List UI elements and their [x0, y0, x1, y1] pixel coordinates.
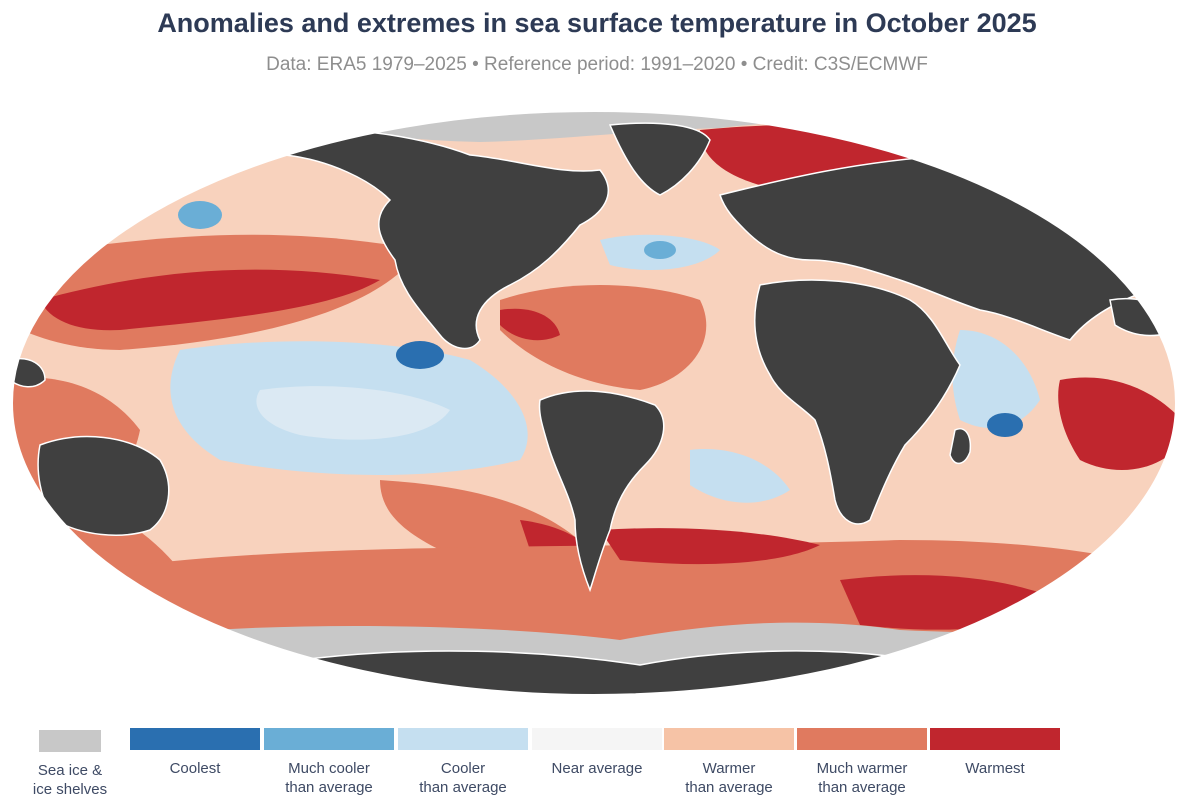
legend-label-sea-ice: Sea ice & ice shelves [32, 762, 108, 798]
land-north-america [284, 128, 610, 350]
globe-outline [11, 110, 1177, 696]
anomaly-near-cool-pacific [256, 386, 450, 440]
anomaly-much-cooler-n-atlantic [644, 241, 676, 259]
land-se-asia-islands [12, 358, 46, 388]
anomaly-warmest-s-atlantic [600, 528, 820, 565]
legend-swatch-warmest [930, 728, 1060, 750]
anomaly-warmest-n-pacific [40, 269, 380, 331]
sea-ice-arctic [230, 111, 1000, 142]
anomaly-much-warmer-n-atlantic [500, 285, 707, 390]
land-south-america [538, 390, 665, 593]
anomaly-coolest-indian [987, 413, 1023, 437]
legend-label-near-average: Near average [551, 760, 643, 777]
land-greenland [608, 122, 711, 196]
legend-item-cooler: Cooler than average [398, 728, 528, 797]
legend-swatch-much-cooler [264, 728, 394, 750]
anomaly-warmest-e-indian [1058, 377, 1176, 470]
anomaly-much-cooler-bering [178, 201, 222, 229]
map-title: Anomalies and extremes in sea surface te… [157, 8, 1037, 38]
legend-swatch-coolest [130, 728, 260, 750]
legend-swatch-near-average [532, 728, 662, 750]
legend-label-much-cooler: Much cooler than average [285, 760, 373, 796]
legend-swatch-cooler [398, 728, 528, 750]
world-map [0, 100, 1194, 710]
legend-label-much-warmer: Much warmer than average [816, 760, 908, 796]
world-map-svg [11, 110, 1177, 696]
anomaly-warmest-gulf [500, 308, 560, 341]
anomaly-coolest-pacific-spot [396, 341, 444, 369]
legend-label-coolest: Coolest [169, 760, 221, 777]
legend-label-cooler: Cooler than average [419, 760, 507, 796]
legend-item-much-cooler: Much cooler than average [264, 728, 394, 797]
anomaly-cooler-s-atlantic [690, 449, 790, 503]
legend-swatch-much-warmer [797, 728, 927, 750]
land-madagascar [949, 428, 972, 464]
anomaly-cooler-indian [952, 330, 1040, 429]
map-subtitle: Data: ERA5 1979–2025 • Reference period:… [266, 54, 928, 75]
legend: Sea ice & ice shelves Coolest Much coole… [0, 728, 1194, 807]
land-antarctica [12, 650, 1176, 695]
legend-item-coolest: Coolest [130, 728, 260, 778]
legend-swatch-sea-ice [39, 730, 101, 752]
legend-label-warmer: Warmer than average [685, 760, 773, 796]
legend-item-warmer: Warmer than average [664, 728, 794, 797]
legend-item-much-warmer: Much warmer than average [797, 728, 927, 797]
legend-label-warmest: Warmest [965, 760, 1025, 777]
legend-item-warmest: Warmest [930, 728, 1060, 778]
legend-item-sea-ice: Sea ice & ice shelves [22, 728, 118, 799]
legend-swatch-warmer [664, 728, 794, 750]
land-africa [754, 279, 961, 525]
legend-item-near-average: Near average [532, 728, 662, 778]
